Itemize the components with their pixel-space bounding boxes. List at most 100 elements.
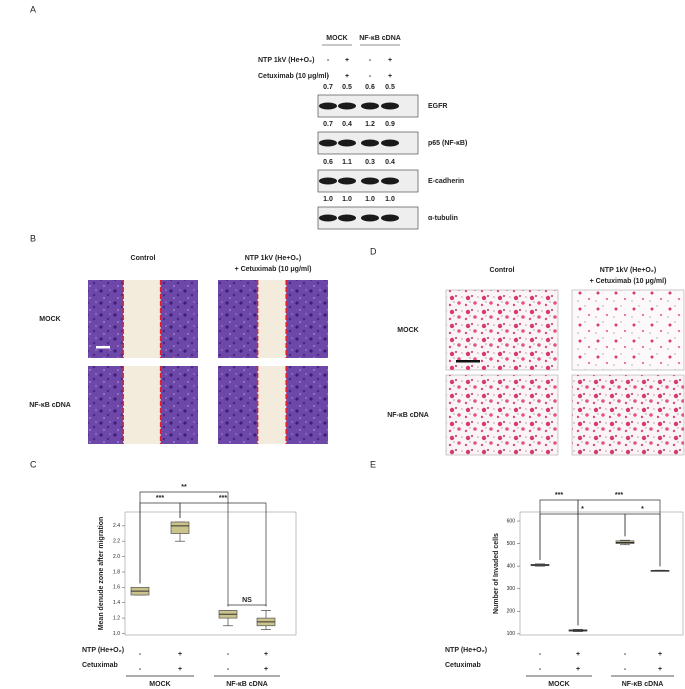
quantification: 1.2: [365, 121, 375, 128]
quantification: 1.0: [342, 196, 352, 203]
box: [170, 521, 190, 534]
scale-bar: [456, 360, 480, 363]
panel-label: C: [30, 459, 37, 469]
significance-bracket: [139, 491, 229, 607]
y-tick-label: 1.2: [113, 615, 120, 621]
y-tick-label: 1.4: [113, 600, 120, 606]
quantification: 0.5: [385, 84, 395, 91]
row-label: NF-κB cDNA: [29, 402, 71, 409]
treatment-mark: -: [327, 57, 330, 64]
quantification: 0.6: [323, 159, 333, 166]
significance-label: ***: [555, 492, 563, 499]
significance-label: ***: [219, 495, 227, 502]
significance-label: NS: [242, 597, 252, 604]
treatment-mark: +: [345, 73, 349, 80]
quantification: 1.0: [323, 196, 333, 203]
panel-label: A: [30, 4, 36, 14]
quantification: 0.7: [323, 84, 333, 91]
band: [338, 102, 356, 110]
quantification: 0.7: [323, 121, 333, 128]
y-tick-label: 1.6: [113, 585, 120, 591]
row-label: MOCK: [39, 316, 60, 323]
treatment-mark: -: [369, 57, 372, 64]
group-label: MOCK: [548, 681, 569, 688]
quantification: 1.1: [342, 159, 352, 166]
band: [319, 139, 337, 147]
condition-mark: +: [178, 666, 182, 673]
band: [381, 102, 399, 110]
column-header: Control: [490, 267, 515, 274]
significance-bracket: [227, 604, 267, 607]
significance-label: **: [181, 484, 187, 491]
treatment-mark: +: [388, 57, 392, 64]
significance-bracket: [179, 502, 267, 607]
y-tick-label: 200: [507, 609, 516, 615]
row-label: NF-κB cDNA: [387, 412, 429, 419]
significance-label: *: [641, 506, 644, 513]
group-label: NF-κB cDNA: [622, 681, 664, 688]
y-tick-label: 600: [507, 518, 516, 524]
band: [338, 177, 356, 185]
condition-mark: -: [227, 651, 230, 658]
column-header: MOCK: [326, 35, 347, 42]
significance-bracket: [139, 502, 181, 584]
band: [338, 139, 356, 147]
column-header: + Cetuximab (10 μg/ml): [235, 266, 312, 273]
condition-mark: +: [658, 666, 662, 673]
wound-gap: [123, 366, 161, 444]
wound-gap: [123, 280, 161, 358]
condition-mark: +: [264, 666, 268, 673]
wound-gap: [257, 366, 287, 444]
y-tick-label: 2.2: [113, 539, 120, 545]
condition-label: Cetuximab: [82, 662, 118, 669]
significance-bracket: [624, 513, 661, 567]
band-name: E-cadherin: [428, 178, 464, 185]
significance-label: *: [581, 506, 584, 513]
quantification: 0.9: [385, 121, 395, 128]
group-label: MOCK: [149, 681, 170, 688]
column-header: NTP 1kV (He+O₂): [600, 267, 656, 274]
quantification: 0.4: [385, 159, 395, 166]
quantification: 0.4: [342, 121, 352, 128]
y-tick-label: 400: [507, 563, 516, 569]
significance-bracket: [539, 499, 579, 626]
band: [361, 177, 379, 185]
band-name: EGFR: [428, 103, 447, 110]
y-axis-label: Number of Invaded cells: [493, 533, 500, 614]
treatment-mark: -: [369, 73, 372, 80]
condition-mark: +: [658, 651, 662, 658]
condition-mark: +: [264, 651, 268, 658]
significance-bracket: [539, 513, 626, 560]
band-name: p65 (NF-κB): [428, 140, 467, 147]
y-tick-label: 500: [507, 541, 516, 547]
micrograph: [571, 374, 685, 456]
band: [381, 214, 399, 222]
band: [381, 177, 399, 185]
significance-label: ***: [615, 492, 623, 499]
significance-label: ***: [156, 495, 164, 502]
scale-bar: [96, 346, 110, 349]
condition-mark: -: [139, 666, 142, 673]
band: [319, 177, 337, 185]
band: [319, 214, 337, 222]
treatment-label: Cetuximab (10 μg/ml): [258, 73, 329, 80]
group-label: NF-κB cDNA: [226, 681, 268, 688]
condition-mark: -: [227, 666, 230, 673]
band-name: α-tubulin: [428, 215, 458, 222]
y-tick-label: 1.8: [113, 569, 120, 575]
treatment-mark: +: [388, 73, 392, 80]
quantification: 1.0: [365, 196, 375, 203]
column-header: + Cetuximab (10 μg/ml): [590, 278, 667, 285]
y-tick-label: 2.0: [113, 554, 120, 560]
condition-mark: -: [539, 651, 542, 658]
band: [361, 102, 379, 110]
micrograph: [571, 289, 685, 371]
treatment-mark: -: [327, 73, 330, 80]
band: [361, 139, 379, 147]
y-axis-label: Mean denude zone after migration: [98, 517, 105, 631]
condition-mark: -: [624, 666, 627, 673]
treatment-mark: +: [345, 57, 349, 64]
significance-bracket: [577, 499, 661, 626]
condition-mark: -: [139, 651, 142, 658]
